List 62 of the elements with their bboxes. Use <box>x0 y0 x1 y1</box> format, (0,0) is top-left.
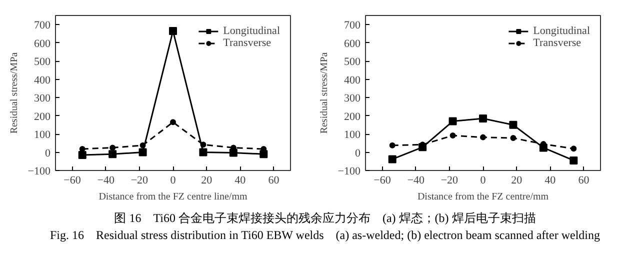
y-tick-label: −100 <box>28 166 51 178</box>
legend-label: Longitudinal <box>223 25 280 37</box>
x-tick-label: −60 <box>64 174 82 186</box>
x-tick-label: 20 <box>201 174 213 186</box>
point <box>169 27 177 35</box>
point <box>570 146 577 152</box>
point <box>140 142 146 148</box>
point <box>570 156 578 164</box>
x-tick-label: 60 <box>578 174 590 186</box>
point <box>510 135 516 142</box>
x-tick-label: 60 <box>268 174 280 186</box>
point <box>480 134 486 140</box>
x-tick-label: −40 <box>407 174 425 186</box>
y-axis-title: Residual stress/MPa <box>318 52 330 134</box>
legend-label: Transverse <box>533 37 582 49</box>
point <box>450 132 456 138</box>
y-tick-label: 100 <box>344 129 361 142</box>
y-tick-label: 200 <box>344 110 361 123</box>
x-axis-title: Distance from the FZ centre/mm <box>417 192 549 202</box>
y-tick-label: 0 <box>45 147 51 160</box>
y-axis-title: Residual stress/MPa <box>8 52 20 134</box>
y-tick-label: 600 <box>34 38 51 50</box>
legend-label: Longitudinal <box>533 25 590 37</box>
y-tick-label: 500 <box>344 56 361 68</box>
point <box>170 119 176 126</box>
y-tick-label: 700 <box>34 20 51 32</box>
point <box>448 117 457 126</box>
point <box>199 148 208 156</box>
caption: Fig. 16 Residual stress distribution in Ti60 EBW welds (a) as-welded; (b) electron beam scanned after welding <box>50 227 600 244</box>
caption: 图 16 Ti60 合金电子束焊接接头的残余应力分布 (a) 焊态；(b) 焊后电子束扫描 <box>113 210 537 227</box>
point <box>389 142 396 148</box>
x-tick-label: 0 <box>480 174 486 186</box>
y-tick-label: 200 <box>34 110 51 123</box>
x-tick-label: −20 <box>440 174 459 186</box>
point <box>509 120 518 129</box>
point <box>229 148 238 157</box>
point <box>200 142 206 148</box>
x-tick-label: 20 <box>511 174 523 186</box>
x-tick-label: 0 <box>170 174 176 186</box>
point <box>138 148 147 156</box>
x-axis-title: Distance from the FZ centre line/mm <box>98 192 248 202</box>
y-tick-label: 100 <box>34 129 51 142</box>
point <box>110 144 116 151</box>
point <box>388 155 396 164</box>
x-tick-label: 40 <box>544 174 556 186</box>
y-tick-label: 300 <box>344 92 361 105</box>
y-tick-label: 700 <box>344 20 361 32</box>
y-tick-label: 500 <box>34 56 51 68</box>
y-tick-label: 400 <box>344 74 361 86</box>
legend-label: Transverse <box>223 37 272 49</box>
point <box>479 114 487 123</box>
x-tick-label: −20 <box>130 174 149 186</box>
x-tick-label: −60 <box>374 174 392 186</box>
y-tick-label: −100 <box>338 166 361 178</box>
point <box>78 151 86 159</box>
y-tick-label: 600 <box>344 38 361 50</box>
y-tick-label: 400 <box>34 74 51 86</box>
y-tick-label: 0 <box>355 147 361 160</box>
x-tick-label: −40 <box>97 174 115 186</box>
x-tick-label: 40 <box>234 174 246 186</box>
y-tick-label: 300 <box>34 92 51 105</box>
point <box>108 150 117 158</box>
